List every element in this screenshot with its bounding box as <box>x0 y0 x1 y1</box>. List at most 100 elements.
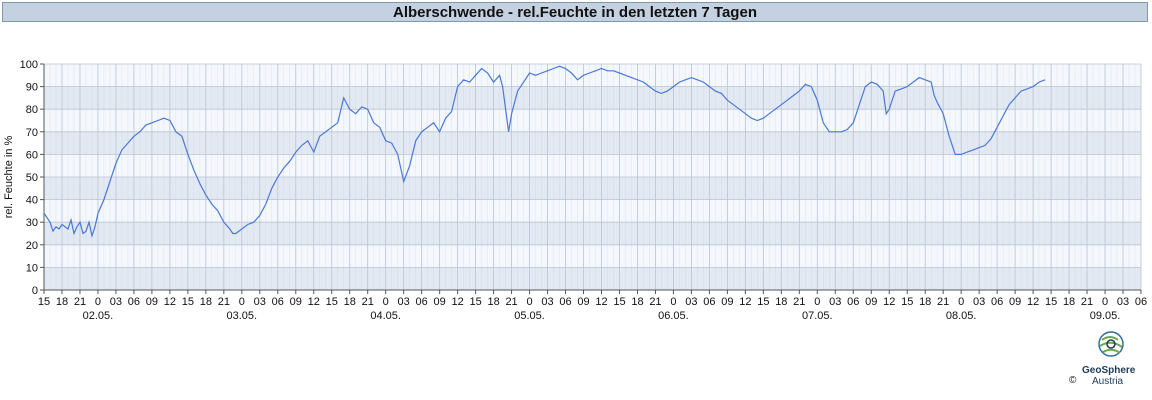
plot-band <box>44 222 1141 245</box>
x-tick-label: 03 <box>829 296 841 308</box>
x-tick-label: 15 <box>326 296 338 308</box>
x-tick-label: 15 <box>757 296 769 308</box>
x-tick-label: 09 <box>721 296 733 308</box>
x-tick-label: 06 <box>1135 296 1147 308</box>
y-tick-label: 0 <box>32 285 38 297</box>
x-tick-label: 03 <box>973 296 985 308</box>
x-tick-label: 09 <box>1009 296 1021 308</box>
plot-background-bands <box>44 64 1141 290</box>
x-axis-date-labels: 02.05. 03.05. 04.05. 05.05. 06.05. 07.05. 08.0… <box>83 310 1121 322</box>
x-tick-label: 18 <box>919 296 931 308</box>
chart-title: Alberschwende - rel.Feuchte in den letzt… <box>2 2 1148 22</box>
x-tick-label: 12 <box>595 296 607 308</box>
x-tick-label: 03 <box>685 296 697 308</box>
x-tick-label: 18 <box>631 296 643 308</box>
y-tick-label: 20 <box>26 240 38 252</box>
x-tick-label: 15 <box>182 296 194 308</box>
date-label: 09.05. <box>1090 310 1121 322</box>
date-label: 04.05. <box>370 310 401 322</box>
x-tick-label: 03 <box>110 296 122 308</box>
x-tick-label: 18 <box>1063 296 1075 308</box>
x-tick-label: 0 <box>814 296 820 308</box>
plot-band <box>44 199 1141 223</box>
x-tick-label: 09 <box>577 296 589 308</box>
x-tick-label: 0 <box>239 296 245 308</box>
series-line <box>43 65 1046 239</box>
x-tick-label: 21 <box>362 296 374 308</box>
x-tick-label: 0 <box>95 296 101 308</box>
x-tick-label: 0 <box>1102 296 1108 308</box>
plot-band <box>44 244 1141 268</box>
x-tick-label: 12 <box>308 296 320 308</box>
date-label: 08.05. <box>946 310 977 322</box>
x-tick-label: 03 <box>254 296 266 308</box>
x-axis-ticks: 15 18 21 0 03 06 09 12 15 18 21 0 03 06 09 12 15 18 21 0 03 0… <box>38 290 1147 308</box>
y-tick-label: 50 <box>26 172 38 184</box>
plot-band <box>44 64 1141 87</box>
x-tick-label: 12 <box>451 296 463 308</box>
x-tick-label: 21 <box>74 296 86 308</box>
x-tick-label: 21 <box>649 296 661 308</box>
geosphere-logo-icon <box>1072 330 1152 400</box>
x-tick-label: 09 <box>146 296 158 308</box>
x-tick-label: 21 <box>218 296 230 308</box>
x-tick-label: 18 <box>344 296 356 308</box>
x-tick-label: 0 <box>670 296 676 308</box>
x-tick-label: 03 <box>1117 296 1129 308</box>
x-tick-label: 21 <box>505 296 517 308</box>
date-label: 07.05. <box>802 310 833 322</box>
y-tick-label: 10 <box>26 262 38 274</box>
x-tick-label: 06 <box>272 296 284 308</box>
y-tick-label: 100 <box>20 59 38 71</box>
y-axis-label: rel. Feuchte in % <box>3 136 15 219</box>
x-tick-label: 09 <box>434 296 446 308</box>
x-tick-label: 15 <box>469 296 481 308</box>
x-tick-label: 03 <box>541 296 553 308</box>
x-tick-label: 12 <box>164 296 176 308</box>
x-tick-label: 09 <box>290 296 302 308</box>
copyright-mark: © <box>1069 375 1077 386</box>
x-tick-label: 15 <box>38 296 50 308</box>
logo-country: Austria <box>1092 376 1124 387</box>
x-tick-label: 18 <box>200 296 212 308</box>
date-label: 03.05. <box>227 310 258 322</box>
x-tick-label: 12 <box>883 296 895 308</box>
x-tick-label: 15 <box>901 296 913 308</box>
x-tick-label: 03 <box>398 296 410 308</box>
x-tick-label: 09 <box>865 296 877 308</box>
x-tick-label: 06 <box>559 296 571 308</box>
date-label: 02.05. <box>83 310 114 322</box>
y-tick-label: 80 <box>26 104 38 116</box>
plot-band <box>44 267 1141 290</box>
logo-name: GeoSphere <box>1082 365 1136 376</box>
x-tick-label: 06 <box>847 296 859 308</box>
x-tick-label: 21 <box>937 296 949 308</box>
x-tick-label: 21 <box>1081 296 1093 308</box>
x-tick-label: 06 <box>128 296 140 308</box>
x-tick-label: 18 <box>487 296 499 308</box>
plot-band <box>44 154 1141 177</box>
x-tick-label: 21 <box>793 296 805 308</box>
plot-band <box>44 177 1141 200</box>
y-tick-label: 40 <box>26 195 38 207</box>
x-tick-label: 06 <box>703 296 715 308</box>
y-tick-label: 30 <box>26 217 38 229</box>
x-tick-label: 06 <box>416 296 428 308</box>
x-tick-label: 15 <box>1045 296 1057 308</box>
x-tick-label: 12 <box>739 296 751 308</box>
x-tick-label: 18 <box>775 296 787 308</box>
x-tick-label: 0 <box>526 296 532 308</box>
x-tick-label: 12 <box>1027 296 1039 308</box>
date-label: 05.05. <box>514 310 545 322</box>
x-tick-label: 18 <box>56 296 68 308</box>
y-axis-ticks: 0 10 20 30 40 50 60 70 80 90 100 <box>20 59 44 297</box>
plot-band <box>44 86 1141 110</box>
plot-band <box>44 109 1141 132</box>
y-tick-label: 90 <box>26 82 38 94</box>
x-tick-label: 06 <box>991 296 1003 308</box>
y-tick-label: 60 <box>26 149 38 161</box>
date-label: 06.05. <box>658 310 689 322</box>
y-tick-label: 70 <box>26 127 38 139</box>
x-tick-label: 0 <box>958 296 964 308</box>
